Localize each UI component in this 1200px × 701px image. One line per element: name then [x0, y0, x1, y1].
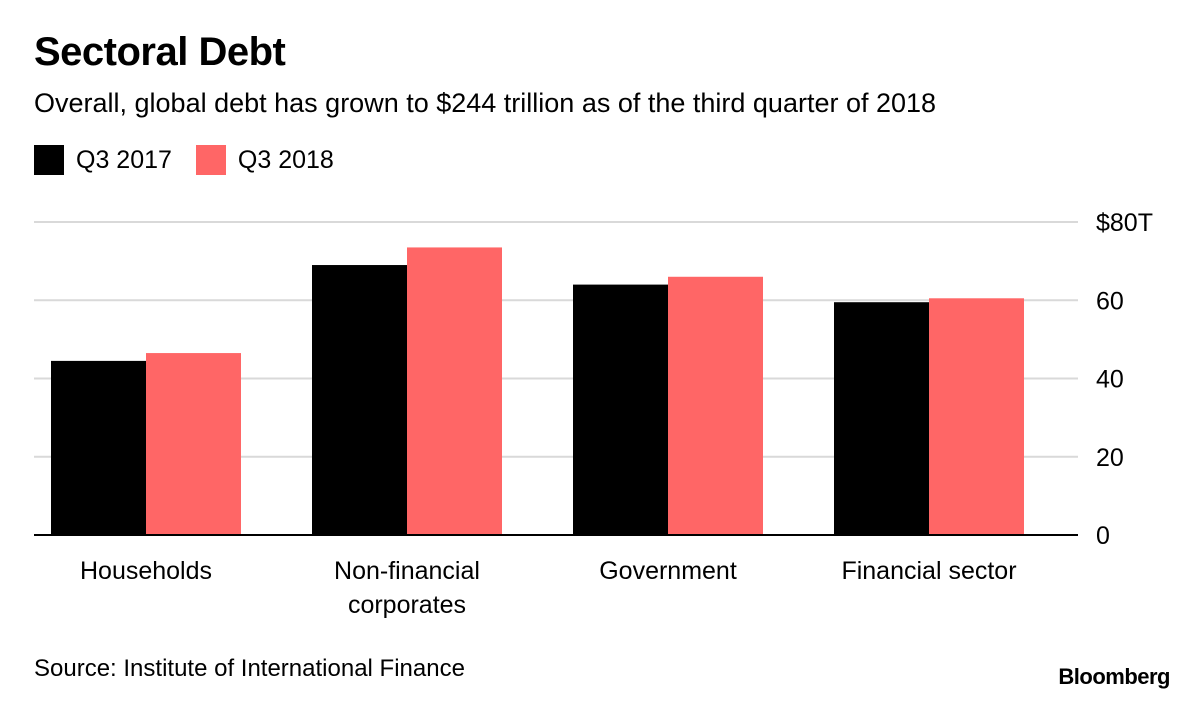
source-note: Source: Institute of International Finan… — [34, 655, 465, 682]
legend-swatch-q3-2017 — [34, 145, 64, 175]
bar-q3-2018 — [407, 247, 502, 535]
bar-q3-2018 — [929, 298, 1024, 535]
x-tick-label-line: Non-financial — [334, 557, 480, 585]
legend-label-q3-2018: Q3 2018 — [237, 145, 334, 174]
bar-q3-2018 — [668, 276, 763, 535]
legend-swatch-q3-2018 — [195, 145, 226, 175]
chart-subtitle: Overall, global debt has grown to $244 t… — [34, 88, 937, 118]
y-tick-label: 60 — [1096, 287, 1124, 315]
legend: Q3 2017 Q3 2018 — [34, 145, 358, 175]
y-tick-label: 40 — [1096, 366, 1124, 394]
x-tick-label-line: Financial sector — [841, 557, 1016, 585]
chart-title: Sectoral Debt — [34, 30, 286, 74]
y-tick-label: $80T — [1096, 209, 1153, 237]
legend-item-q3-2018: Q3 2018 — [195, 145, 334, 175]
x-tick-label: Non-financial corporates — [334, 557, 480, 619]
x-tick-label-line: Government — [599, 557, 737, 585]
x-tick-label-line: corporates — [348, 591, 466, 619]
legend-label-q3-2017: Q3 2017 — [76, 145, 172, 174]
brand-logo: Bloomberg — [1058, 664, 1170, 689]
bar-q3-2017 — [51, 360, 146, 535]
bar-q3-2018 — [146, 353, 241, 535]
y-tick-label: 20 — [1096, 444, 1124, 472]
x-tick-label: Households — [80, 557, 212, 585]
bar-q3-2017 — [573, 284, 668, 535]
x-tick-label-line: Households — [80, 557, 212, 585]
bar-q3-2017 — [834, 302, 929, 535]
legend-item-q3-2017: Q3 2017 — [34, 145, 172, 175]
bar-q3-2017 — [312, 265, 407, 535]
y-tick-label: 0 — [1096, 522, 1110, 550]
x-tick-label: Government — [599, 557, 737, 585]
x-tick-label: Financial sector — [841, 557, 1016, 585]
